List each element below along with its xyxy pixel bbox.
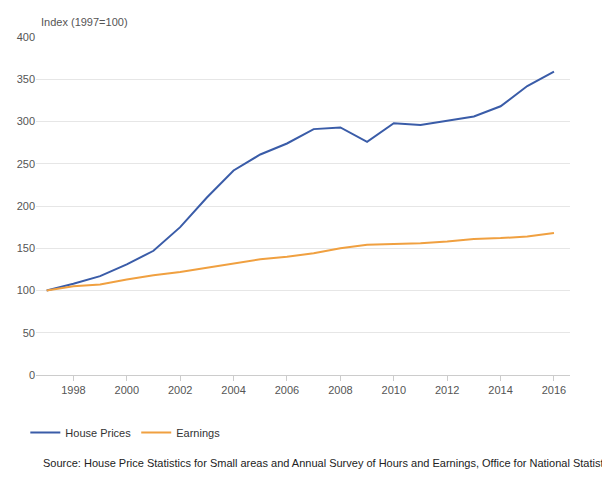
svg-text:300: 300 bbox=[17, 115, 35, 127]
svg-text:Source: House Price Statistics: Source: House Price Statistics for Small… bbox=[43, 457, 602, 469]
svg-text:2002: 2002 bbox=[168, 384, 192, 396]
svg-text:50: 50 bbox=[23, 327, 35, 339]
svg-text:2004: 2004 bbox=[221, 384, 245, 396]
svg-text:2012: 2012 bbox=[435, 384, 459, 396]
svg-text:200: 200 bbox=[17, 200, 35, 212]
svg-text:400: 400 bbox=[17, 31, 35, 43]
svg-text:350: 350 bbox=[17, 73, 35, 85]
svg-text:1998: 1998 bbox=[61, 384, 85, 396]
svg-text:0: 0 bbox=[29, 369, 35, 381]
svg-text:2008: 2008 bbox=[328, 384, 352, 396]
svg-text:House Prices: House Prices bbox=[65, 427, 131, 439]
svg-text:2000: 2000 bbox=[115, 384, 139, 396]
svg-text:100: 100 bbox=[17, 284, 35, 296]
svg-text:Index (1997=100): Index (1997=100) bbox=[41, 16, 128, 28]
svg-text:Earnings: Earnings bbox=[176, 427, 220, 439]
svg-text:250: 250 bbox=[17, 158, 35, 170]
svg-text:2014: 2014 bbox=[488, 384, 512, 396]
svg-text:2016: 2016 bbox=[542, 384, 566, 396]
svg-text:2010: 2010 bbox=[382, 384, 406, 396]
svg-text:150: 150 bbox=[17, 242, 35, 254]
svg-text:2006: 2006 bbox=[275, 384, 299, 396]
